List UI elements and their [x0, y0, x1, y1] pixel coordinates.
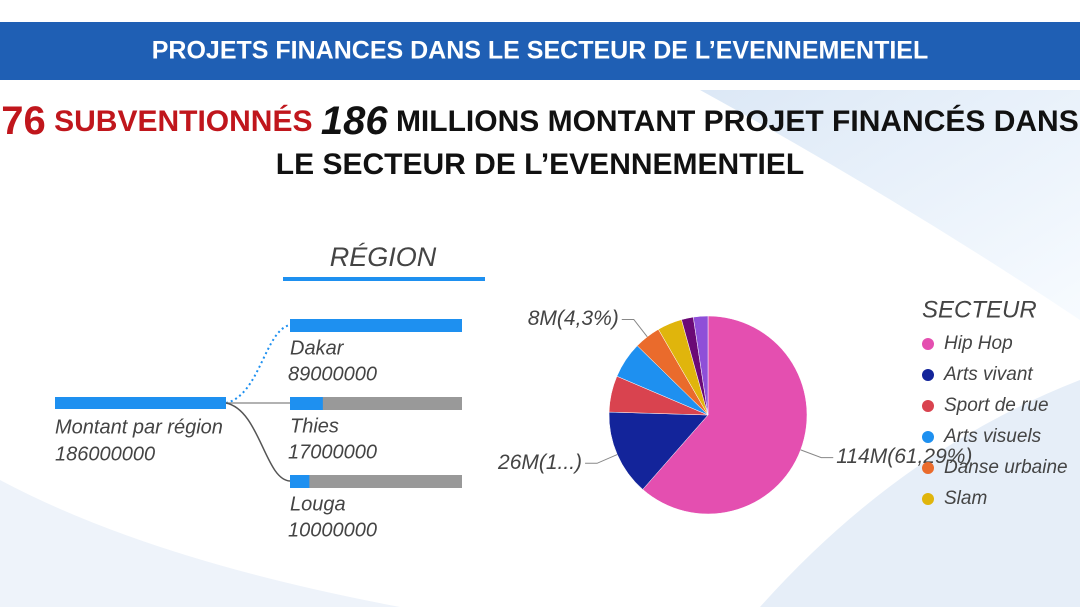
title-underline	[283, 277, 485, 281]
node-label: Dakar	[290, 337, 345, 359]
legend-swatch	[922, 431, 934, 443]
pie-chart: 114M(61,29%) 26M(1...) 8M(4,3%) SECTEUR Hip …	[497, 296, 1068, 515]
bar	[290, 475, 310, 488]
data-label: 26M(1...)	[497, 451, 582, 474]
headline-text: LE SECTEUR DE L’EVENNEMENTIEL	[276, 148, 804, 181]
legend-swatch	[922, 462, 934, 474]
leader-line	[585, 454, 618, 464]
node-value: 186000000	[55, 443, 155, 465]
pie-slice	[642, 315, 808, 515]
bar	[290, 319, 462, 332]
headline-count: 76	[1, 99, 46, 143]
legend-label: Hip Hop	[944, 333, 1013, 354]
legend-swatch	[922, 493, 934, 505]
legend-label: Slam	[944, 488, 987, 509]
connector	[225, 324, 291, 404]
bar-track	[290, 397, 462, 410]
leader-line	[621, 318, 648, 338]
pie-slice	[608, 411, 709, 490]
bar-track	[290, 475, 462, 488]
legend-label: Arts vivant	[943, 364, 1033, 385]
leader-line	[800, 449, 834, 459]
legend-label: Sport de rue	[944, 395, 1049, 416]
background-swoosh	[760, 380, 1080, 607]
header-title: PROJETS FINANCES DANS LE SECTEUR DE L’EV…	[152, 37, 929, 65]
background-swoosh	[700, 90, 1080, 320]
decomposition-tree: Montant par région 186000000 Dakar 89000000…	[55, 319, 462, 541]
legend-title: SECTEUR	[922, 296, 1037, 323]
connector	[225, 402, 291, 482]
node-label: Louga	[290, 493, 346, 515]
pie-slice	[693, 315, 709, 416]
headline: 76 SUBVENTIONNÉS 186 MILLIONS MONTANT PR…	[1, 99, 1078, 143]
headline-count-label: SUBVENTIONNÉS	[54, 104, 312, 138]
bar	[55, 397, 226, 409]
background-swoosh	[0, 480, 400, 607]
region-title: RÉGION	[330, 242, 437, 272]
node-value: 89000000	[288, 363, 377, 385]
bar	[290, 397, 323, 410]
node-value: 10000000	[288, 519, 377, 541]
legend-swatch	[922, 400, 934, 412]
legend-swatch	[922, 369, 934, 381]
headline-amount: 186	[321, 99, 388, 143]
legend-label: Danse urbaine	[944, 457, 1068, 478]
legend-label: Arts visuels	[943, 426, 1042, 447]
node-label: Montant par région	[55, 416, 223, 438]
header-bar	[0, 22, 1080, 80]
node-label: Thies	[290, 415, 339, 437]
data-label: 8M(4,3%)	[528, 307, 619, 330]
headline-text: MILLIONS MONTANT PROJET FINANCÉS DANS	[396, 104, 1079, 138]
data-label: 114M(61,29%)	[836, 445, 972, 468]
node-value: 17000000	[288, 441, 377, 463]
legend-swatch	[922, 338, 934, 350]
